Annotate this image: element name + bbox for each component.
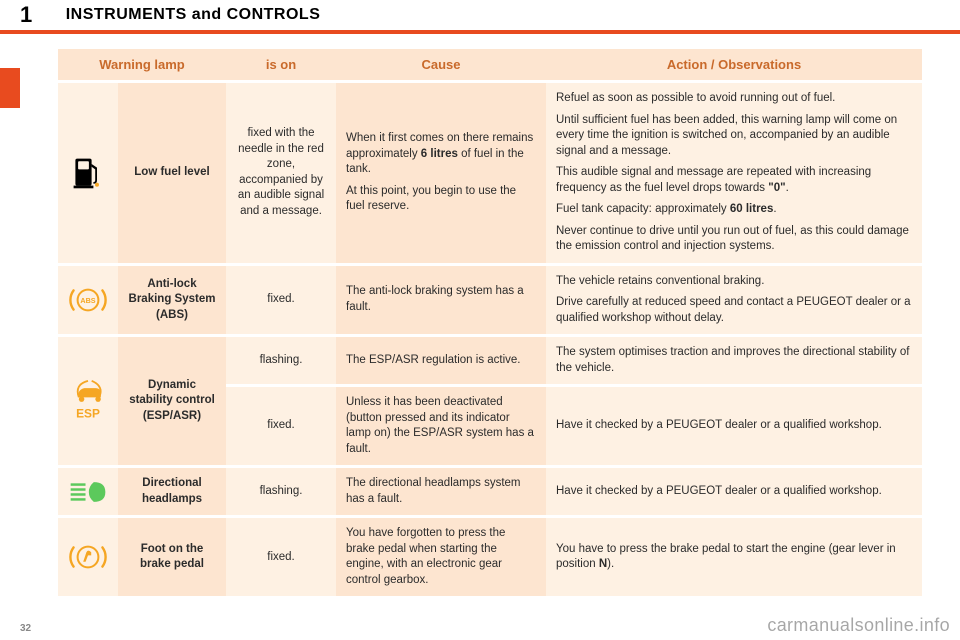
cause-text: You have forgotten to press the brake pe… (336, 518, 546, 596)
esp-icon: ESP (69, 379, 107, 423)
col-header-warning-lamp: Warning lamp (58, 49, 226, 80)
table-row: Foot on the brake pedal fixed. You have … (58, 518, 922, 596)
cause-text: When it first comes on there remains app… (336, 83, 546, 263)
action-text: You have to press the brake pedal to sta… (546, 518, 922, 596)
cause-text: The directional headlamps system has a f… (336, 468, 546, 515)
lamp-name: Anti-lock Braking System (ABS) (118, 266, 226, 335)
table-head-row: Warning lamp is on Cause Action / Observ… (58, 49, 922, 80)
icon-cell (58, 518, 118, 596)
icon-cell: ABS (58, 266, 118, 335)
table-row: ESP Dynamic stability control (ESP/ASR) … (58, 337, 922, 384)
icon-cell (58, 468, 118, 515)
page-root: 1 INSTRUMENTS and CONTROLS Warning lamp … (0, 0, 960, 640)
col-header-action: Action / Observations (546, 49, 922, 80)
warning-lamps-table: Warning lamp is on Cause Action / Observ… (58, 46, 922, 599)
is-on-text: flashing. (226, 468, 336, 515)
icon-cell: ESP (58, 337, 118, 465)
lamp-name: Foot on the brake pedal (118, 518, 226, 596)
is-on-text: fixed. (226, 266, 336, 335)
action-text: Refuel as soon as possible to avoid runn… (546, 83, 922, 263)
side-tab (0, 68, 20, 108)
lamp-name: Directional headlamps (118, 468, 226, 515)
page-number: 32 (20, 623, 31, 634)
table-row: ABS Anti-lock Braking System (ABS) fixed… (58, 266, 922, 335)
is-on-text: fixed. (226, 387, 336, 465)
headlamp-icon (69, 479, 107, 505)
svg-text:ESP: ESP (76, 407, 100, 421)
action-text: Have it checked by a PEUGEOT dealer or a… (546, 468, 922, 515)
icon-cell (58, 83, 118, 263)
is-on-text: fixed. (226, 518, 336, 596)
cause-text: The ESP/ASR regulation is active. (336, 337, 546, 384)
table-wrapper: Warning lamp is on Cause Action / Observ… (0, 34, 960, 599)
lamp-name: Low fuel level (118, 83, 226, 263)
is-on-text: fixed with the needle in the red zone, a… (226, 83, 336, 263)
cause-text: Unless it has been deactivated (button p… (336, 387, 546, 465)
col-header-cause: Cause (336, 49, 546, 80)
cause-text: The anti-lock braking system has a fault… (336, 266, 546, 335)
abs-icon: ABS (68, 284, 108, 316)
action-text: Have it checked by a PEUGEOT dealer or a… (546, 387, 922, 465)
lamp-name: Dynamic stability control (ESP/ASR) (118, 337, 226, 465)
col-header-is-on: is on (226, 49, 336, 80)
watermark: carmanualsonline.info (767, 615, 950, 636)
svg-text:ABS: ABS (80, 296, 95, 305)
page-header: 1 INSTRUMENTS and CONTROLS (0, 0, 960, 30)
is-on-text: flashing. (226, 337, 336, 384)
action-text: The system optimises traction and improv… (546, 337, 922, 384)
action-text: The vehicle retains conventional braking… (546, 266, 922, 335)
table-row: Low fuel level fixed with the needle in … (58, 83, 922, 263)
fuel-pump-icon (70, 155, 106, 191)
section-number: 1 (20, 2, 33, 28)
foot-brake-icon (68, 540, 108, 574)
section-title: INSTRUMENTS and CONTROLS (66, 2, 321, 24)
table-row: Directional headlamps flashing. The dire… (58, 468, 922, 515)
